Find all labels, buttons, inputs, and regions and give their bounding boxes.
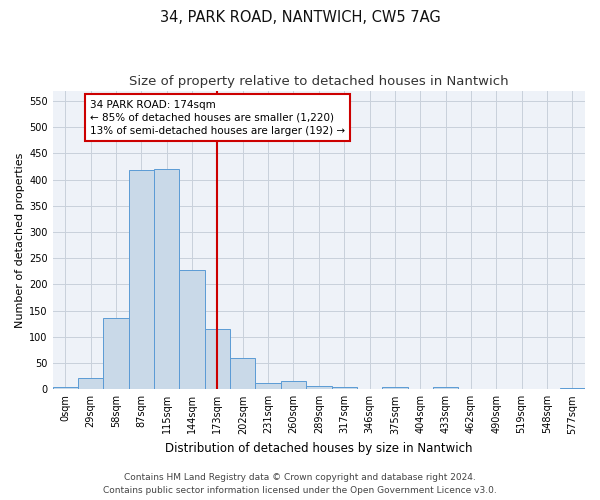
Text: Contains HM Land Registry data © Crown copyright and database right 2024.
Contai: Contains HM Land Registry data © Crown c… (103, 474, 497, 495)
Bar (103, 318, 129, 390)
Bar (78, 378, 103, 390)
Bar (205, 328, 230, 390)
Bar (129, 170, 154, 390)
Y-axis label: Number of detached properties: Number of detached properties (15, 152, 25, 328)
Bar (332, 386, 357, 390)
Bar (281, 382, 306, 390)
Text: 34 PARK ROAD: 174sqm
← 85% of detached houses are smaller (1,220)
13% of semi-de: 34 PARK ROAD: 174sqm ← 85% of detached h… (90, 100, 345, 136)
Text: 34, PARK ROAD, NANTWICH, CW5 7AG: 34, PARK ROAD, NANTWICH, CW5 7AG (160, 10, 440, 25)
Bar (53, 386, 78, 390)
Bar (230, 358, 256, 390)
Bar (306, 386, 332, 390)
Bar (179, 270, 205, 390)
Bar (256, 383, 281, 390)
Bar (382, 387, 407, 390)
Title: Size of property relative to detached houses in Nantwich: Size of property relative to detached ho… (129, 75, 509, 88)
Bar (560, 388, 585, 390)
Bar (433, 387, 458, 390)
Bar (154, 169, 179, 390)
X-axis label: Distribution of detached houses by size in Nantwich: Distribution of detached houses by size … (165, 442, 473, 455)
